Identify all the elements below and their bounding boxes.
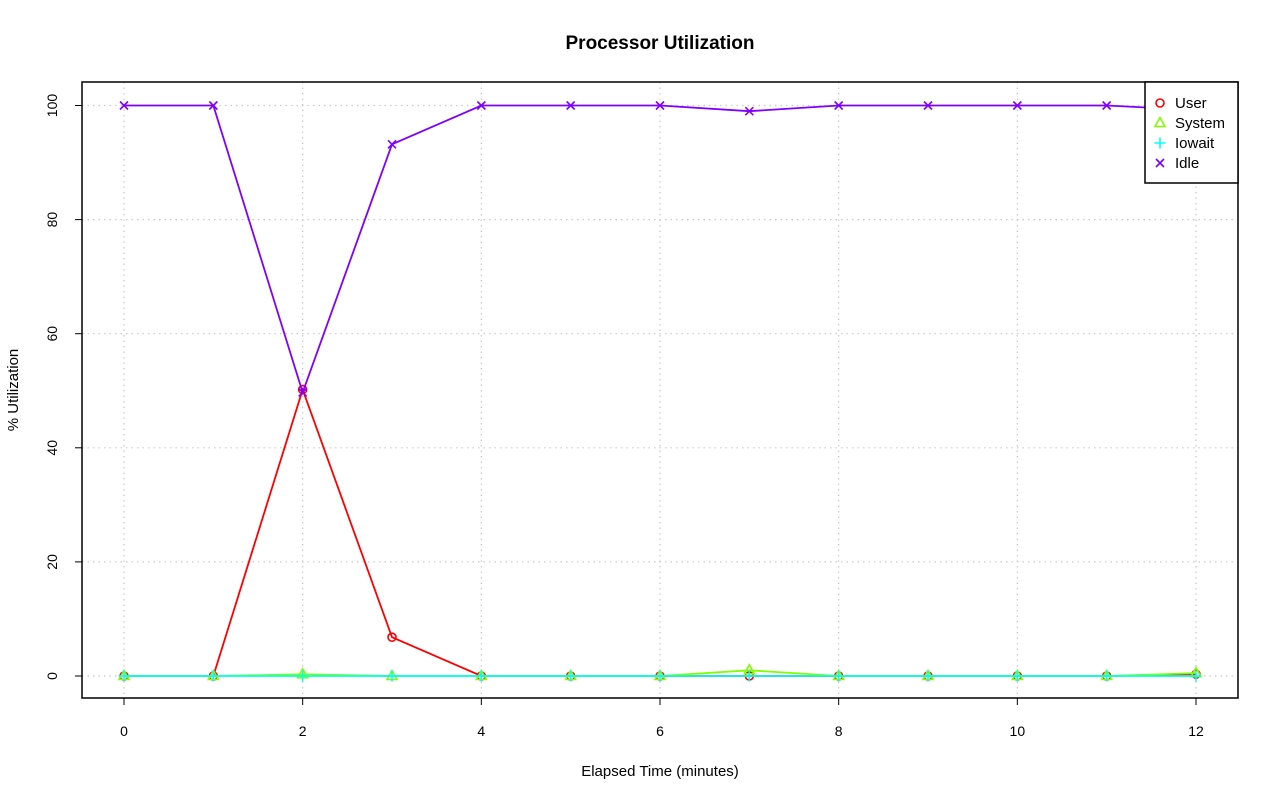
y-tick-label: 20 bbox=[44, 554, 60, 570]
iowait-point bbox=[386, 670, 398, 682]
idle-point bbox=[1102, 100, 1112, 111]
legend-box bbox=[1144, 81, 1239, 184]
x-tick-label: 6 bbox=[656, 723, 664, 739]
idle-point bbox=[119, 100, 129, 111]
legend-iowait-label: Iowait bbox=[1175, 135, 1215, 152]
iowait-point bbox=[1011, 670, 1023, 682]
legend: User System Iowait Idle bbox=[1144, 81, 1239, 184]
idle-point bbox=[923, 100, 933, 111]
idle-point bbox=[298, 387, 308, 398]
iowait-point bbox=[565, 670, 577, 682]
chart-title: Processor Utilization bbox=[566, 33, 755, 54]
iowait-point bbox=[1190, 670, 1202, 682]
legend-system-marker bbox=[1153, 115, 1167, 128]
legend-iowait-marker bbox=[1154, 137, 1166, 149]
legend-user-label: User bbox=[1175, 95, 1207, 112]
y-tick-label: 60 bbox=[44, 326, 60, 342]
iowait-point bbox=[118, 670, 130, 682]
idle-point bbox=[655, 100, 665, 111]
x-axis-label: Elapsed Time (minutes) bbox=[581, 763, 739, 780]
idle-point bbox=[566, 100, 576, 111]
idle-point bbox=[744, 106, 754, 116]
y-tick-label: 0 bbox=[44, 672, 60, 680]
x-tick-label: 12 bbox=[1188, 723, 1204, 739]
legend-system-label: System bbox=[1175, 115, 1225, 132]
x-tick-label: 10 bbox=[1010, 723, 1026, 739]
iowait-point bbox=[833, 670, 845, 682]
legend-user-marker bbox=[1155, 98, 1165, 108]
idle-point bbox=[208, 100, 218, 111]
legend-idle-label: Idle bbox=[1175, 155, 1199, 172]
idle-point bbox=[476, 100, 486, 111]
idle-point bbox=[1012, 100, 1022, 111]
y-tick-label: 80 bbox=[44, 212, 60, 228]
idle-point bbox=[834, 100, 844, 111]
user-point bbox=[387, 632, 397, 643]
legend-idle-marker bbox=[1155, 158, 1165, 168]
x-tick-label: 0 bbox=[120, 723, 128, 739]
iowait-point bbox=[207, 670, 219, 682]
iowait-point bbox=[654, 670, 666, 682]
x-tick-label: 8 bbox=[835, 723, 843, 739]
series-layer bbox=[117, 100, 1203, 682]
iowait-point bbox=[922, 670, 934, 682]
grid bbox=[82, 82, 1238, 698]
iowait-point bbox=[297, 670, 309, 682]
x-tick-label: 4 bbox=[477, 723, 485, 739]
series-iowait bbox=[118, 670, 1202, 682]
y-tick-label: 40 bbox=[44, 440, 60, 456]
iowait-point bbox=[475, 670, 487, 682]
axes: 0 2 4 6 8 10 12 0 20 40 60 80 100 bbox=[44, 94, 1204, 739]
idle-point bbox=[387, 139, 397, 149]
plot-frame bbox=[81, 81, 1239, 699]
iowait-point bbox=[1101, 670, 1113, 682]
iowait-point bbox=[743, 670, 755, 682]
y-tick-label: 100 bbox=[44, 94, 60, 118]
y-axis-label: % Utilization bbox=[5, 349, 22, 432]
x-tick-label: 2 bbox=[299, 723, 307, 739]
